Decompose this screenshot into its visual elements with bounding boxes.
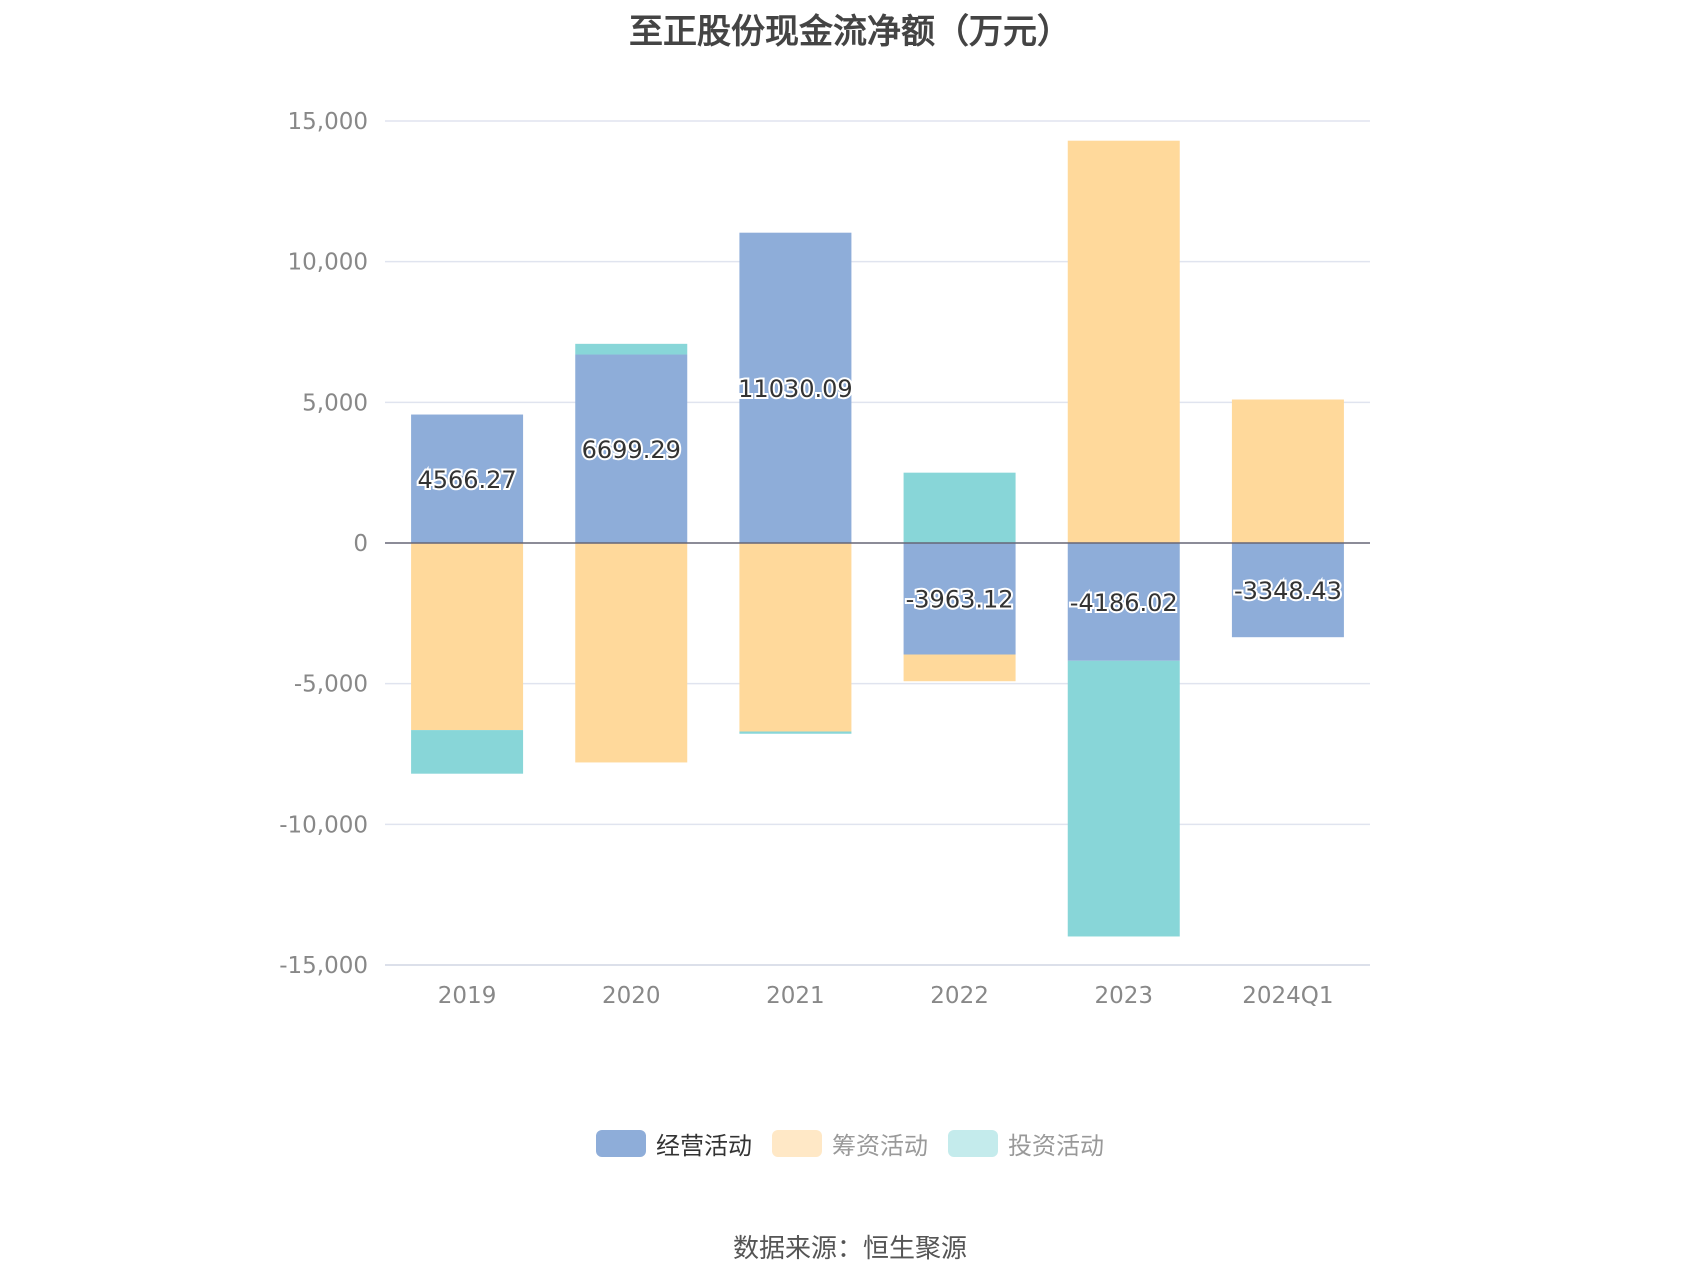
data-label-operating: -4186.02 <box>1070 589 1178 617</box>
y-tick-label: -15,000 <box>279 953 368 979</box>
y-tick-label: -10,000 <box>279 812 368 838</box>
legend-label-investing: 投资活动 <box>1008 1132 1104 1160</box>
bar-financing-2020[interactable] <box>575 543 688 763</box>
y-tick-label: 0 <box>353 531 368 557</box>
legend-label-operating: 经营活动 <box>656 1132 752 1160</box>
x-tick-label: 2024Q1 <box>1242 983 1333 1009</box>
bar-operating-2024Q1[interactable] <box>1231 543 1344 638</box>
legend-item-investing[interactable]: 投资活动 <box>948 1126 1104 1161</box>
bar-investing-2022[interactable] <box>903 472 1016 543</box>
labels-layer: 2019 2020 2021 2022 2023 2024Q1 4566.27 6699.29… <box>415 373 1343 1009</box>
bar-financing-2023[interactable] <box>1067 140 1180 543</box>
y-tick-label: 10,000 <box>288 250 368 276</box>
bar-operating-2022[interactable] <box>903 543 1016 655</box>
x-tick-label: 2023 <box>1094 983 1153 1009</box>
legend-item-financing[interactable]: 筹资活动 <box>772 1126 928 1161</box>
x-tick-label: 2022 <box>930 983 989 1009</box>
y-tick-label: 5,000 <box>302 390 368 416</box>
bar-operating-2019[interactable] <box>411 414 524 543</box>
bar-investing-2020[interactable] <box>575 343 688 355</box>
data-source: 数据来源：恒生聚源 <box>732 1234 967 1264</box>
legend-swatch-financing <box>772 1130 822 1157</box>
y-tick-label: -5,000 <box>294 672 368 698</box>
bar-financing-2022[interactable] <box>903 654 1016 682</box>
legend-item-operating[interactable]: 经营活动 <box>596 1126 752 1161</box>
bar-investing-2023[interactable] <box>1067 660 1180 937</box>
grid-layer: 15,000 10,000 5,000 0 -5,000 -10,000 -15,000 <box>279 109 1370 979</box>
bars-layer <box>411 140 1344 937</box>
legend: 经营活动 筹资活动 投资活动 <box>0 1126 1700 1161</box>
bar-operating-2020[interactable] <box>575 354 688 543</box>
legend-swatch-operating <box>596 1130 646 1157</box>
bar-investing-2019[interactable] <box>411 730 524 774</box>
bar-operating-2021[interactable] <box>739 232 852 543</box>
bar-financing-2024Q1[interactable] <box>1231 399 1344 543</box>
x-tick-label: 2019 <box>438 983 497 1009</box>
legend-swatch-investing <box>948 1130 998 1157</box>
bar-investing-2021[interactable] <box>739 731 852 734</box>
data-label-operating: 4566.27 <box>417 466 516 494</box>
y-tick-label: 15,000 <box>288 109 368 135</box>
bar-operating-2023[interactable] <box>1067 543 1180 661</box>
data-label-operating: -3348.43 <box>1234 577 1342 605</box>
x-tick-label: 2020 <box>602 983 661 1009</box>
chart-title: 至正股份现金流净额（万元） <box>629 12 1071 52</box>
legend-label-financing: 筹资活动 <box>832 1132 928 1160</box>
bar-financing-2021[interactable] <box>739 543 852 732</box>
data-label-operating: -3963.12 <box>906 586 1014 614</box>
data-label-operating: 6699.29 <box>582 436 681 464</box>
zero-line-layer <box>385 542 1370 966</box>
bar-financing-2019[interactable] <box>411 543 524 731</box>
x-tick-label: 2021 <box>766 983 825 1009</box>
data-label-operating: 11030.09 <box>738 375 853 403</box>
